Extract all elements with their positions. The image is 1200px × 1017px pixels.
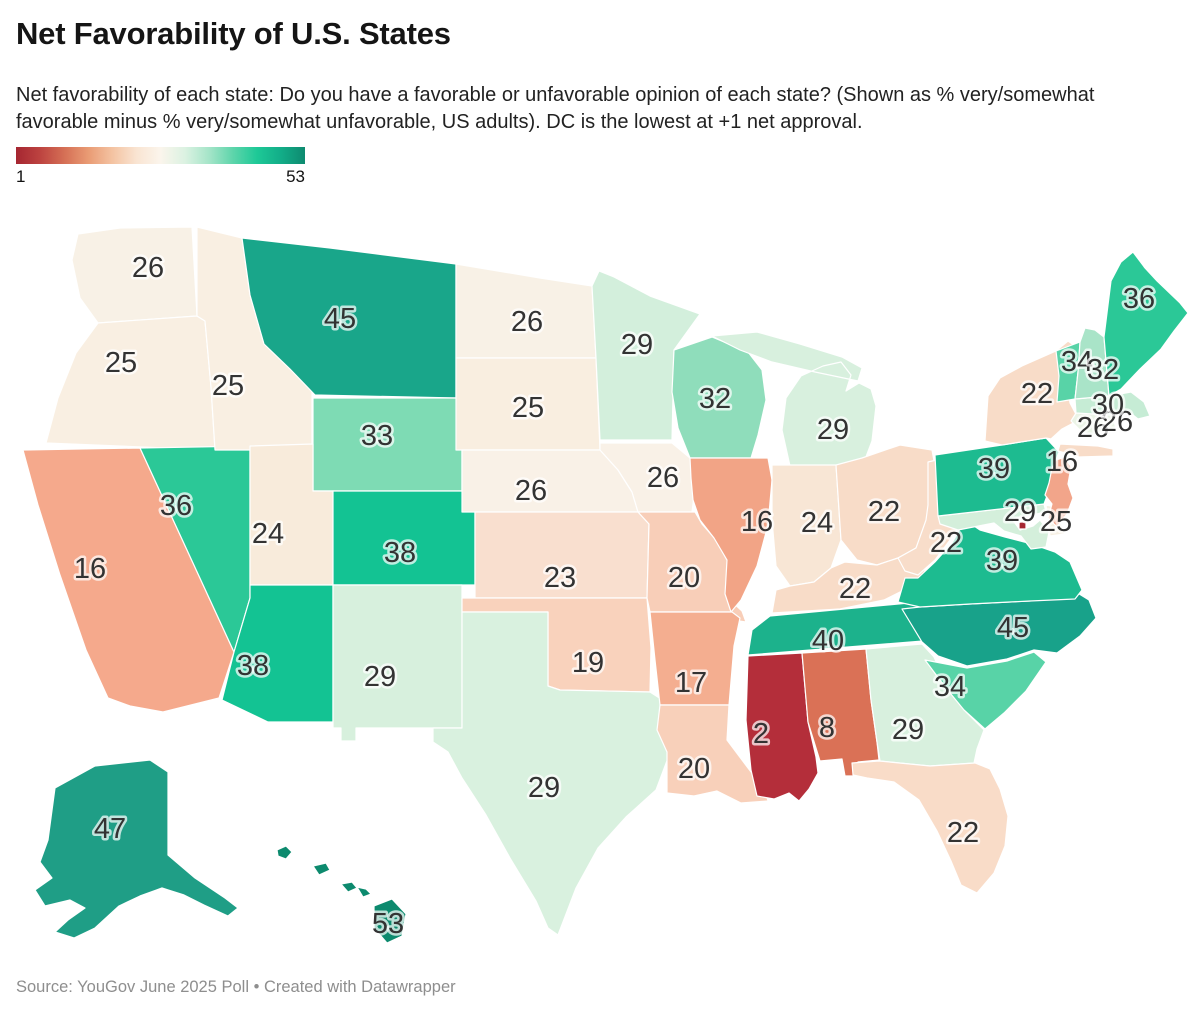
legend-max-label: 53 [286, 167, 305, 186]
state-CO[interactable] [332, 490, 476, 586]
state-AR[interactable] [649, 611, 741, 706]
state-DC[interactable] [1018, 521, 1027, 530]
state-MD[interactable] [937, 503, 1050, 550]
state-AK[interactable] [34, 759, 239, 939]
state-NJ[interactable] [1044, 456, 1074, 528]
state-OR[interactable] [45, 315, 216, 451]
state-SC[interactable] [924, 651, 1047, 730]
state-MN[interactable] [591, 270, 701, 441]
state-MO[interactable] [637, 511, 747, 623]
state-GA[interactable] [865, 643, 985, 767]
state-VA[interactable] [897, 519, 1083, 608]
chart-description: Net favorability of each state: Do you h… [16, 84, 1095, 133]
source-attribution: Source: YouGov June 2025 Poll • Created … [16, 978, 456, 996]
state-HI[interactable] [276, 845, 407, 944]
state-NM[interactable] [332, 584, 463, 742]
states-layer [22, 226, 1189, 944]
state-IL[interactable] [689, 457, 773, 613]
color-scale-legend: 1 53 [16, 147, 305, 187]
state-ME[interactable] [1103, 251, 1189, 397]
page-title: Net Favorability of U.S. States [16, 16, 451, 51]
legend-gradient-bar [16, 147, 305, 164]
state-PA[interactable] [934, 437, 1060, 517]
state-LA[interactable] [656, 704, 769, 804]
state-WI[interactable] [671, 336, 767, 459]
state-TX[interactable] [432, 611, 669, 936]
state-MT[interactable] [241, 237, 457, 399]
state-ND[interactable] [455, 263, 597, 359]
state-WY[interactable] [312, 397, 463, 492]
legend-min-label: 1 [16, 167, 26, 186]
state-FL[interactable] [851, 760, 1009, 894]
state-MA[interactable] [1074, 391, 1151, 420]
legend-axis-labels: 1 53 [16, 167, 305, 187]
state-KS[interactable] [474, 511, 650, 599]
state-WA[interactable] [71, 226, 198, 324]
state-SD[interactable] [455, 357, 601, 451]
